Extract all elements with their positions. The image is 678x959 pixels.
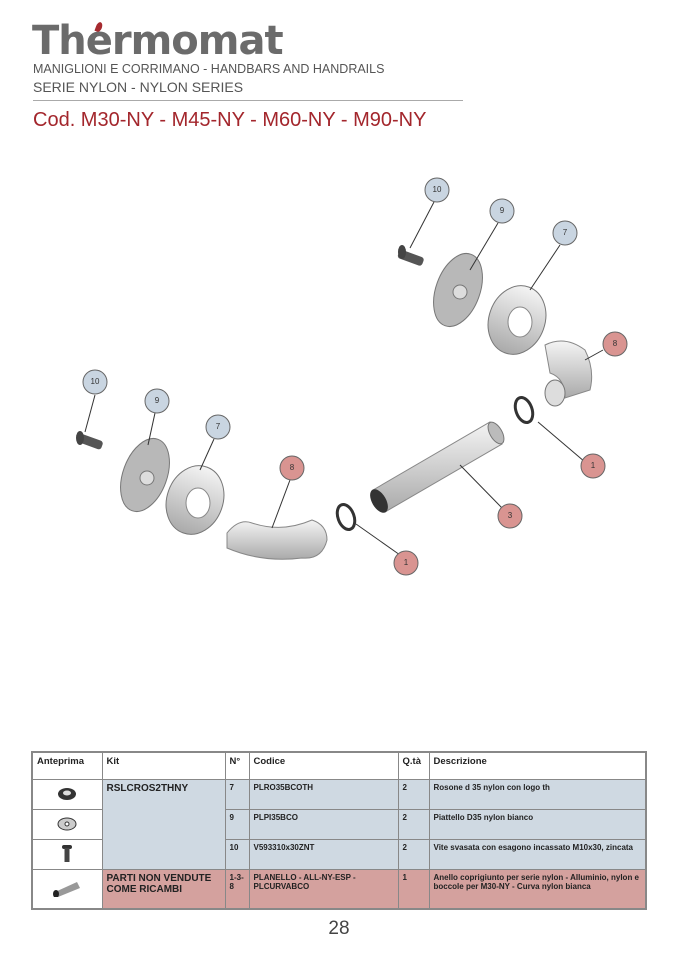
screw-part-lower — [76, 431, 103, 450]
callout-8-lower: 8 — [279, 455, 305, 481]
rosette-icon — [31, 779, 103, 810]
part-qty: 1 — [397, 869, 430, 910]
callout-3: 3 — [497, 503, 523, 529]
svg-text:10: 10 — [433, 185, 442, 194]
svg-text:8: 8 — [290, 463, 295, 472]
col-desc: Descrizione — [428, 751, 647, 780]
page-number: 28 — [328, 918, 350, 939]
part-desc: Rosone d 35 nylon con logo th — [428, 779, 647, 810]
callout-9-upper: 9 — [489, 198, 515, 224]
col-preview: Anteprima — [31, 751, 103, 780]
callout-9-lower: 9 — [144, 388, 170, 414]
part-number: 9 — [224, 809, 250, 840]
callout-7-lower: 7 — [205, 414, 231, 440]
rosette-part-upper — [487, 285, 547, 355]
part-number: 1-3-8 — [224, 869, 250, 910]
part-desc: Vite svasata con esagono incassato M10x3… — [428, 839, 647, 870]
exploded-diagram: 10 9 7 8 1 3 10 9 7 8 1 — [76, 177, 628, 576]
plate-part-upper — [433, 253, 483, 327]
part-qty: 2 — [397, 779, 430, 810]
callout-10-upper: 10 — [424, 177, 450, 203]
table-row: 10 V593310x30ZNT 2 Vite svasata con esag… — [31, 839, 647, 870]
svg-text:10: 10 — [91, 377, 100, 386]
brand-logo: Thermomat — [32, 18, 284, 64]
svg-text:9: 9 — [155, 396, 160, 405]
ring-part-upper — [513, 395, 535, 425]
tube-part — [370, 421, 505, 513]
ring-part-lower — [335, 502, 357, 532]
part-number: 7 — [224, 779, 250, 810]
part-code: PLRO35BCOTH — [248, 779, 399, 810]
table-row: RSLCROS2THNY 7 PLRO35BCOTH 2 Rosone d 35… — [31, 779, 647, 870]
kit-name: PARTI NON VENDUTE COME RICAMBI — [101, 869, 226, 910]
part-code: V593310x30ZNT — [248, 839, 399, 870]
screw-part-upper — [397, 245, 424, 266]
svg-text:7: 7 — [216, 422, 221, 431]
col-qty: Q.tà — [397, 751, 430, 780]
tube-icon — [31, 869, 103, 910]
table-header: Anteprima Kit N° Codice Q.tà Descrizione — [31, 751, 647, 780]
svg-text:3: 3 — [508, 511, 513, 520]
plate-part-lower — [120, 438, 170, 512]
svg-text:9: 9 — [500, 206, 505, 215]
part-code: PLPI35BCO — [248, 809, 399, 840]
elbow-part-upper — [544, 340, 593, 407]
parts-table: Anteprima Kit N° Codice Q.tà Descrizione… — [31, 751, 647, 910]
callout-1-lower: 1 — [393, 550, 419, 576]
product-codes-title: Cod. M30-NY - M45-NY - M60-NY - M90-NY — [33, 109, 427, 131]
callout-8-upper: 8 — [602, 331, 628, 357]
part-code: PLANELLO - ALL-NY-ESP - PLCURVABCO — [248, 869, 399, 910]
svg-text:7: 7 — [563, 228, 568, 237]
rosette-part-lower — [165, 465, 225, 535]
part-qty: 2 — [397, 809, 430, 840]
callout-7-upper: 7 — [552, 220, 578, 246]
screw-icon — [31, 839, 103, 870]
svg-text:1: 1 — [404, 558, 409, 567]
svg-text:8: 8 — [613, 339, 618, 348]
table-row-not-sold: PARTI NON VENDUTE COME RICAMBI 1-3-8 PLA… — [31, 869, 647, 910]
col-kit: Kit — [101, 751, 226, 780]
callout-10-lower: 10 — [82, 369, 108, 395]
part-desc: Piattello D35 nylon bianco — [428, 809, 647, 840]
elbow-part-lower — [226, 519, 328, 560]
part-number: 10 — [224, 839, 250, 870]
part-qty: 2 — [397, 839, 430, 870]
kit-name: RSLCROS2THNY — [101, 779, 226, 870]
category-subtitle: MANIGLIONI E CORRIMANO - HANDBARS AND HA… — [33, 62, 385, 76]
callout-1-upper: 1 — [580, 453, 606, 479]
divider — [33, 100, 463, 101]
plate-icon — [31, 809, 103, 840]
svg-text:1: 1 — [591, 461, 596, 470]
series-subtitle: SERIE NYLON - NYLON SERIES — [33, 79, 244, 95]
col-code: Codice — [248, 751, 399, 780]
col-n: N° — [224, 751, 250, 780]
table-row: 9 PLPI35BCO 2 Piattello D35 nylon bianco — [31, 809, 647, 840]
part-desc: Anello coprigiunto per serie nylon - All… — [428, 869, 647, 910]
